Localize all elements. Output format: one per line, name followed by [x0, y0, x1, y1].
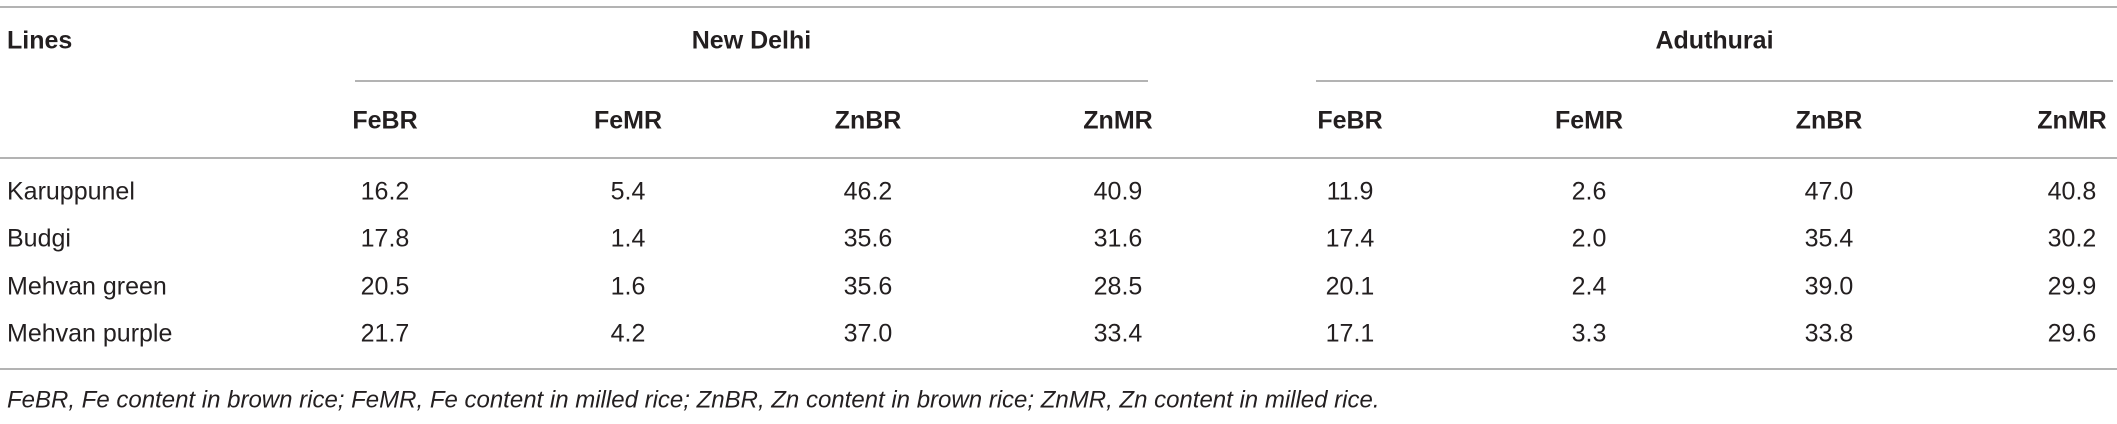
column-header: ZnMR — [1083, 107, 1152, 135]
column-header: FeMR — [594, 107, 662, 135]
cell: 16.2 — [361, 178, 410, 206]
cell: 33.8 — [1805, 320, 1854, 348]
cell: 20.1 — [1326, 273, 1375, 301]
cell: 20.5 — [361, 273, 410, 301]
cell: 4.2 — [611, 320, 646, 348]
group-header: Aduthurai — [1655, 27, 1773, 55]
cell: 2.4 — [1572, 273, 1607, 301]
cell: 35.6 — [844, 225, 893, 253]
cell: 11.9 — [1327, 178, 1374, 206]
cell: 47.0 — [1805, 178, 1854, 206]
cell: 46.2 — [844, 178, 893, 206]
cell: 3.3 — [1572, 320, 1607, 348]
cell: 28.5 — [1094, 273, 1143, 301]
cell: 5.4 — [611, 178, 646, 206]
cell: 2.6 — [1572, 178, 1607, 206]
row-label: Karuppunel — [7, 178, 135, 206]
column-header: ZnBR — [1796, 107, 1863, 135]
column-header: FeBR — [1317, 107, 1382, 135]
cell: 1.6 — [611, 273, 646, 301]
row-label: Mehvan green — [7, 273, 167, 301]
cell: 35.6 — [844, 273, 893, 301]
cell: 39.0 — [1805, 273, 1854, 301]
cell: 1.4 — [611, 225, 646, 253]
cell: 29.6 — [2048, 320, 2097, 348]
column-header: ZnBR — [835, 107, 902, 135]
cell: 29.9 — [2048, 273, 2097, 301]
cell: 35.4 — [1805, 225, 1854, 253]
column-header: FeBR — [352, 107, 417, 135]
cell: 40.9 — [1094, 178, 1143, 206]
cell: 2.0 — [1572, 225, 1607, 253]
cell: 17.8 — [361, 225, 410, 253]
footnote: FeBR, Fe content in brown rice; FeMR, Fe… — [7, 386, 1380, 413]
header-first: Lines — [7, 27, 72, 55]
cell: 21.7 — [361, 320, 410, 348]
row-label: Mehvan purple — [7, 320, 172, 348]
cell: 40.8 — [2048, 178, 2097, 206]
cell: 37.0 — [844, 320, 893, 348]
cell: 30.2 — [2048, 225, 2097, 253]
column-header: FeMR — [1555, 107, 1623, 135]
cell: 31.6 — [1094, 225, 1143, 253]
cell: 17.1 — [1326, 320, 1375, 348]
column-header: ZnMR — [2037, 107, 2106, 135]
cell: 17.4 — [1326, 225, 1375, 253]
cell: 33.4 — [1094, 320, 1143, 348]
group-header: New Delhi — [692, 27, 811, 55]
row-label: Budgi — [7, 225, 71, 253]
